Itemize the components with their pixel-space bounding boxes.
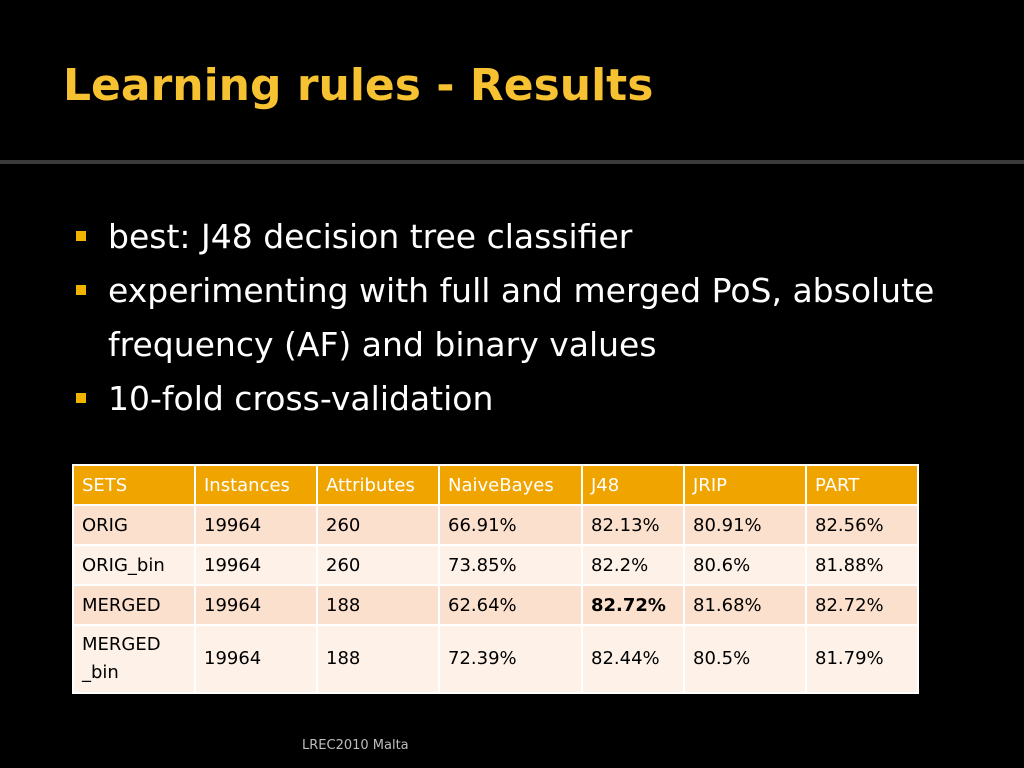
table-row: ORIG_bin 19964 260 73.85% 82.2% 80.6% 81… bbox=[72, 544, 919, 586]
cell-jrip: 81.68% bbox=[683, 584, 807, 626]
header-j48: J48 bbox=[581, 464, 685, 506]
bullet-text: best: J48 decision tree classifier bbox=[108, 217, 633, 256]
cell-instances: 19964 bbox=[194, 624, 318, 694]
cell-attributes: 188 bbox=[316, 624, 440, 694]
header-jrip: JRIP bbox=[683, 464, 807, 506]
header-naivebayes: NaiveBayes bbox=[438, 464, 583, 506]
header-sets: SETS bbox=[72, 464, 196, 506]
table-row: ORIG 19964 260 66.91% 82.13% 80.91% 82.5… bbox=[72, 504, 919, 546]
cell-jrip: 80.5% bbox=[683, 624, 807, 694]
cell-attributes: 260 bbox=[316, 544, 440, 586]
cell-instances: 19964 bbox=[194, 584, 318, 626]
cell-naivebayes: 73.85% bbox=[438, 544, 583, 586]
cell-naivebayes: 72.39% bbox=[438, 624, 583, 694]
cell-naivebayes: 62.64% bbox=[438, 584, 583, 626]
header-part: PART bbox=[805, 464, 919, 506]
cell-j48: 82.13% bbox=[581, 504, 685, 546]
cell-instances: 19964 bbox=[194, 544, 318, 586]
bullet-text: 10-fold cross-validation bbox=[108, 379, 494, 418]
square-bullet-icon bbox=[76, 393, 86, 403]
header-instances: Instances bbox=[194, 464, 318, 506]
square-bullet-icon bbox=[76, 231, 86, 241]
cell-part: 81.79% bbox=[805, 624, 919, 694]
bullet-item: experimenting with full and merged PoS, … bbox=[70, 264, 970, 372]
results-table: SETS Instances Attributes NaiveBayes J48… bbox=[72, 464, 919, 694]
bullet-list: best: J48 decision tree classifier exper… bbox=[70, 210, 970, 426]
table-row: MERGED _bin 19964 188 72.39% 82.44% 80.5… bbox=[72, 624, 919, 694]
slide-footer: LREC2010 Malta bbox=[302, 738, 409, 753]
table-row: MERGED 19964 188 62.64% 82.72% 81.68% 82… bbox=[72, 584, 919, 626]
cell-naivebayes: 66.91% bbox=[438, 504, 583, 546]
cell-jrip: 80.91% bbox=[683, 504, 807, 546]
cell-j48-best: 82.72% bbox=[581, 584, 685, 626]
cell-part: 81.88% bbox=[805, 544, 919, 586]
cell-part: 82.72% bbox=[805, 584, 919, 626]
slide-title: Learning rules - Results bbox=[63, 60, 654, 111]
cell-attributes: 188 bbox=[316, 584, 440, 626]
title-divider bbox=[0, 160, 1024, 164]
table-header-row: SETS Instances Attributes NaiveBayes J48… bbox=[72, 464, 919, 506]
cell-sets: ORIG_bin bbox=[72, 544, 196, 586]
cell-attributes: 260 bbox=[316, 504, 440, 546]
cell-sets: ORIG bbox=[72, 504, 196, 546]
title-bar: Learning rules - Results bbox=[0, 0, 1024, 160]
cell-sets: MERGED bbox=[72, 584, 196, 626]
cell-part: 82.56% bbox=[805, 504, 919, 546]
cell-instances: 19964 bbox=[194, 504, 318, 546]
cell-j48: 82.2% bbox=[581, 544, 685, 586]
header-attributes: Attributes bbox=[316, 464, 440, 506]
bullet-item: best: J48 decision tree classifier bbox=[70, 210, 970, 264]
cell-jrip: 80.6% bbox=[683, 544, 807, 586]
bullet-item: 10-fold cross-validation bbox=[70, 372, 970, 426]
bullet-text: experimenting with full and merged PoS, … bbox=[108, 271, 935, 364]
square-bullet-icon bbox=[76, 285, 86, 295]
cell-sets: MERGED _bin bbox=[72, 624, 196, 694]
cell-j48: 82.44% bbox=[581, 624, 685, 694]
